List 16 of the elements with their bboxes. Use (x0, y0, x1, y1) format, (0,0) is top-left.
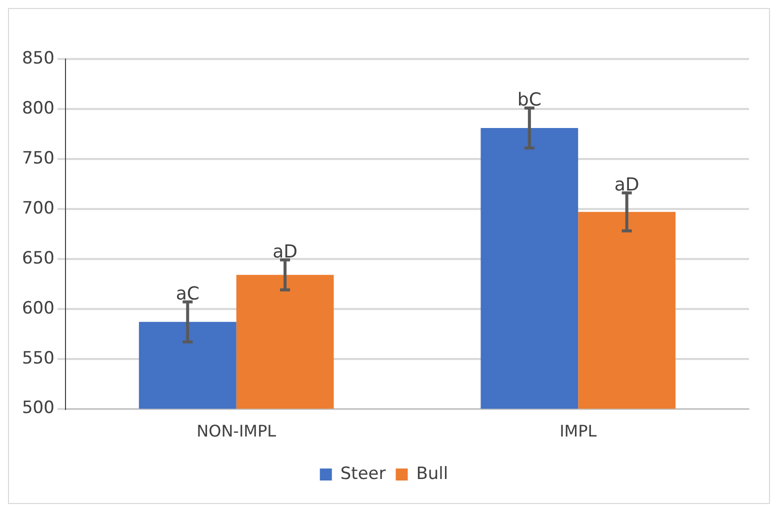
y-tick-label: 600 (22, 298, 54, 318)
data-label: aC (176, 284, 200, 305)
legend-label: Bull (416, 464, 448, 484)
data-label: aD (614, 174, 640, 196)
data-label: bC (517, 90, 542, 111)
y-tick-label: 550 (22, 348, 54, 368)
y-tick-label: 700 (22, 198, 54, 218)
x-tick-label: IMPL (560, 422, 597, 441)
data-label: aD (272, 242, 298, 263)
legend-label: Steer (340, 464, 386, 484)
y-tick-label: 750 (22, 148, 54, 168)
x-tick-label: NON-IMPL (196, 422, 276, 441)
y-tick-label: 850 (22, 48, 54, 68)
y-tick-label: 800 (22, 98, 54, 118)
y-tick-label: 500 (22, 398, 54, 418)
y-tick-label: 650 (22, 248, 54, 268)
